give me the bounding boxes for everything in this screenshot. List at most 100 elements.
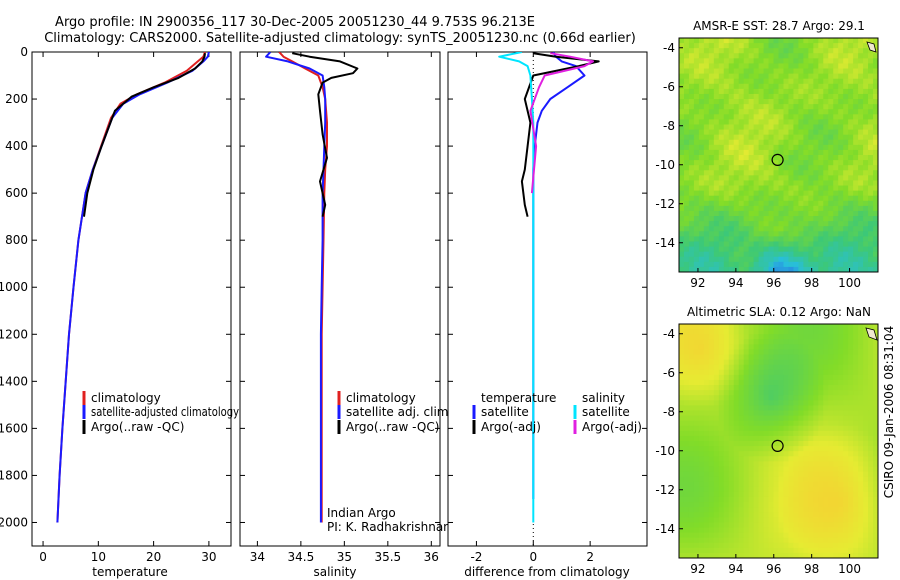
map-cell [783,99,789,105]
map-cell [853,486,859,493]
map-cell [743,532,750,539]
map-cell [708,221,715,227]
map-cell [768,496,775,503]
map-cell [848,471,854,478]
map-cell [693,369,700,376]
map-cell [693,124,700,131]
map-cell [843,405,849,411]
map-cell [823,379,829,386]
map-cell [753,435,760,442]
map-cell [728,430,735,437]
map-cell [853,502,859,508]
map-cell [853,461,859,467]
map-cell [803,491,809,498]
map-cell [788,134,794,141]
map-cell [758,210,765,217]
map-cell [753,379,760,386]
map-cell [848,256,854,263]
map-cell [823,200,829,207]
map-cell [838,139,844,146]
map-cell [863,251,869,258]
map-cell [773,170,779,176]
map-cell [783,63,789,70]
map-cell [863,441,869,447]
map-cell [693,435,700,442]
map-cell [733,83,740,90]
map-cell [688,261,695,268]
map-cell [738,435,745,442]
map-cell [868,344,874,350]
map-cell [773,99,779,105]
map-cell [873,496,879,503]
map-cell [703,73,710,80]
map-cell [808,537,814,544]
map-cell [723,210,730,217]
map-cell [758,359,765,366]
map-cell [728,119,735,125]
map-cell [768,481,775,488]
map-cell [808,170,814,176]
legend-label-satellite-adjusted: satellite-adjusted climatology [91,405,239,419]
map-cell [723,261,730,268]
map-cell [768,63,775,70]
map-cell [813,149,819,156]
map-cell [823,385,829,391]
map-cell [718,175,725,181]
map-cell [853,195,859,202]
map-cell [773,246,779,253]
map-cell [693,38,700,44]
map-cell [818,329,824,335]
map-cell [738,144,745,151]
map-cell [863,43,869,49]
map-cell [763,170,770,176]
map-cell [798,155,804,161]
map-cell [679,441,685,447]
map-cell [708,256,715,263]
map-cell [718,537,725,544]
map-cell [748,175,755,181]
map-cell [708,334,715,340]
map-cell [733,48,740,54]
map-cell [813,114,819,120]
map-cell [679,425,685,432]
map-cell [873,256,879,263]
map-cell [723,435,730,442]
map-cell [693,236,700,242]
map-cell [683,78,690,85]
map-cell [723,216,730,222]
map-cell [688,43,695,49]
map-cell [813,461,819,467]
map-cell [693,109,700,115]
map-cell [863,354,869,361]
map-cell [818,502,824,508]
map-cell [738,139,745,146]
map-cell [713,486,720,493]
map-cell [813,476,819,483]
map-cell [828,68,834,75]
map-cell [688,552,695,559]
map-cell [718,195,725,202]
map-cell [818,139,824,146]
map-cell [848,537,854,544]
map-cell [838,175,844,181]
map-cell [868,48,874,54]
map-cell [733,334,740,340]
map-cell [718,48,725,54]
map-cell [683,216,690,222]
map-cell [758,425,765,432]
map-cell [708,83,715,90]
map-cell [873,73,879,80]
x-tick-label: 34.5 [288,550,315,564]
map-cell [763,144,770,151]
map-cell [723,251,730,258]
map-cell [853,425,859,432]
map-cell [803,119,809,125]
map-cell [763,226,770,232]
map-cell [843,415,849,422]
map-cell [728,190,735,197]
map-cell [693,195,700,202]
sst-map-title: AMSR-E SST: 28.7 Argo: 29.1 [693,19,865,33]
map-cell [693,261,700,268]
map-cell [728,502,735,508]
map-cell [698,205,705,212]
